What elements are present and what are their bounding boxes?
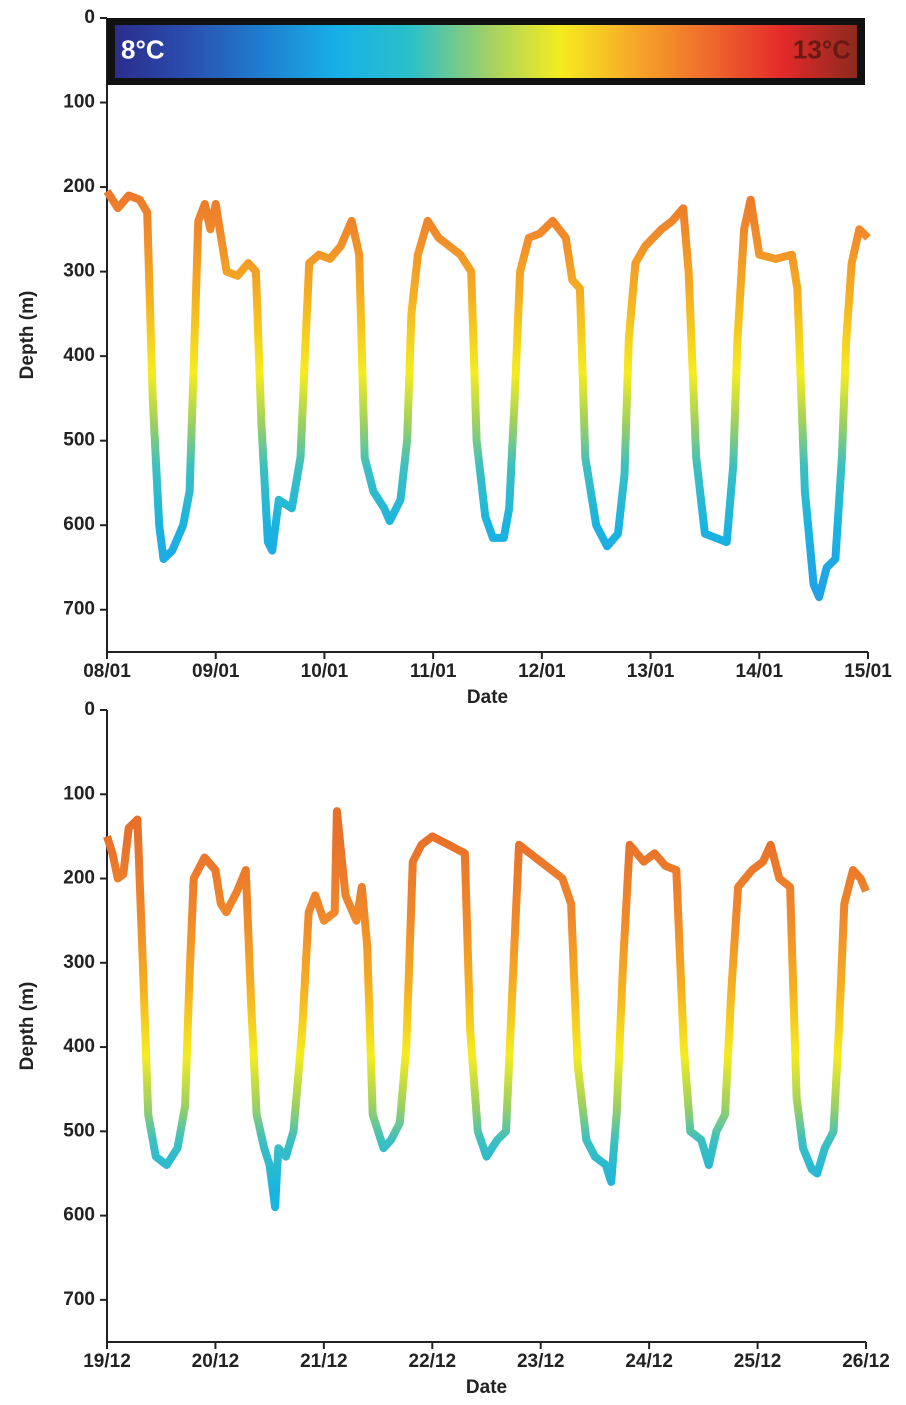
y-tick-label: 500: [63, 1120, 95, 1141]
y-tick-label: 500: [63, 430, 95, 451]
x-tick-label: 13/01: [627, 661, 675, 682]
y-tick-label: 700: [63, 1289, 95, 1310]
x-tick-label: 10/01: [301, 661, 349, 682]
y-tick-label: 400: [63, 1036, 95, 1057]
y-tick-label: 100: [63, 92, 95, 113]
y-tick-label: 300: [63, 952, 95, 973]
y-tick-label: 300: [63, 261, 95, 282]
x-tick-label: 15/01: [844, 661, 892, 682]
y-tick-label: 700: [63, 599, 95, 620]
depth-line: [103, 807, 870, 1212]
x-tick-label: 19/12: [83, 1351, 131, 1372]
x-tick-label: 25/12: [734, 1351, 782, 1372]
y-tick-label: 200: [63, 176, 95, 197]
y-tick-label: 400: [63, 345, 95, 366]
y-tick-label: 200: [63, 868, 95, 889]
x-axis-label: Date: [466, 1377, 507, 1398]
x-tick-label: 09/01: [192, 661, 240, 682]
y-tick-label: 600: [63, 1205, 95, 1226]
y-tick-label: 600: [63, 514, 95, 535]
y-tick-label: 0: [84, 699, 95, 720]
x-axis-label: Date: [467, 687, 508, 708]
x-tick-label: 24/12: [625, 1351, 673, 1372]
depth-line: [103, 189, 871, 602]
y-axis-label: Depth (m): [17, 982, 38, 1071]
colorbar: [115, 25, 857, 78]
x-tick-label: 12/01: [518, 661, 566, 682]
x-tick-label: 26/12: [842, 1351, 890, 1372]
x-tick-label: 14/01: [736, 661, 784, 682]
x-tick-label: 23/12: [517, 1351, 565, 1372]
x-tick-label: 20/12: [192, 1351, 240, 1372]
x-tick-label: 08/01: [83, 661, 131, 682]
x-tick-label: 11/01: [410, 661, 457, 682]
x-tick-label: 21/12: [300, 1351, 348, 1372]
y-axis-label: Depth (m): [17, 291, 38, 380]
y-tick-label: 100: [63, 783, 95, 804]
x-tick-label: 22/12: [409, 1351, 457, 1372]
y-tick-label: 0: [84, 7, 95, 28]
colorbar-min-label: 8°C: [121, 34, 165, 64]
colorbar-max-label: 13°C: [793, 34, 851, 64]
